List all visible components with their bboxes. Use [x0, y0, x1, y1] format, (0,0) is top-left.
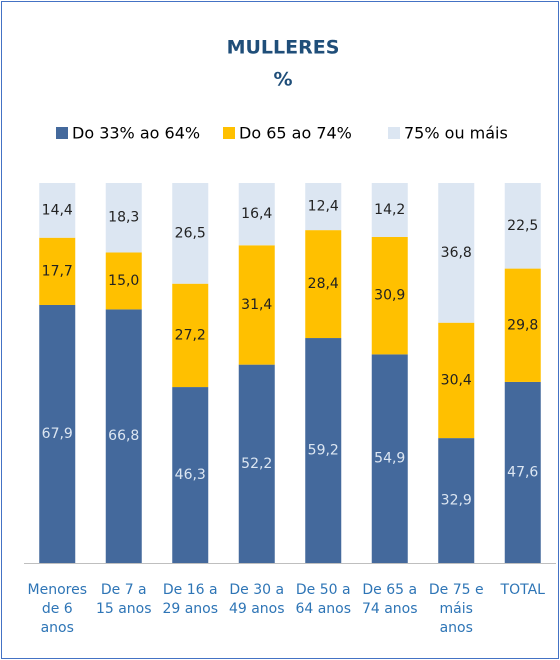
legend-label: Do 33% ao 64%: [72, 124, 200, 143]
chart-subtitle: %: [273, 69, 292, 91]
bar-segment: [238, 183, 275, 246]
legend-label: Do 65 ao 74%: [239, 124, 352, 143]
bar-segment: [438, 183, 475, 323]
x-tick-label: De 75 e máis anos: [428, 582, 484, 636]
data-label: 16,4: [241, 206, 272, 222]
x-tick-label: De 50 a 64 anos: [295, 582, 352, 617]
data-label: 30,9: [374, 288, 405, 304]
data-label: 66,8: [108, 428, 139, 444]
x-tick-label: De 30 a 49 anos: [228, 582, 285, 617]
data-label: 47,6: [507, 464, 538, 480]
chart-title: MULLERES: [227, 37, 340, 59]
bar-segment: [39, 237, 76, 305]
bar-segment: [305, 183, 342, 231]
data-label: 17,7: [42, 263, 73, 279]
bar-segment: [105, 252, 142, 310]
x-tick-label: Menores de 6 anos: [27, 582, 88, 636]
bar-segment: [504, 268, 541, 382]
x-tick-label: De 7 a 15 anos: [95, 582, 152, 617]
bar-segment: [172, 387, 209, 563]
data-label: 54,9: [374, 451, 405, 467]
data-label: 59,2: [308, 443, 339, 459]
data-label: 28,4: [308, 276, 339, 292]
legend-swatch: [223, 127, 235, 139]
legend-swatch: [56, 127, 68, 139]
bar-segment: [438, 438, 475, 563]
bar-segment: [105, 309, 142, 563]
bar-segment: [371, 183, 408, 237]
legend-label: 75% ou máis: [404, 124, 508, 143]
data-label: 46,3: [175, 467, 206, 483]
data-label: 36,8: [441, 245, 472, 261]
x-tick-label: TOTAL: [500, 582, 545, 598]
bar-segment: [438, 322, 475, 439]
bar-segment: [172, 283, 209, 388]
bar-segment: [371, 354, 408, 563]
data-label: 12,4: [308, 199, 339, 215]
bar-segment: [371, 236, 408, 355]
data-label: 14,2: [374, 202, 405, 218]
bar-segment: [39, 304, 76, 563]
data-label: 15,0: [108, 273, 139, 289]
data-label: 67,9: [42, 426, 73, 442]
data-label: 31,4: [241, 297, 272, 313]
x-tick-label: De 65 a 74 anos: [361, 582, 418, 617]
data-label: 22,5: [507, 218, 538, 234]
data-label: 32,9: [441, 493, 472, 509]
data-label: 18,3: [108, 210, 139, 226]
data-label: 14,4: [42, 202, 73, 218]
data-label: 52,2: [241, 456, 272, 472]
bar-segment: [504, 183, 541, 269]
data-label: 29,8: [507, 317, 538, 333]
bar-segment: [172, 183, 209, 284]
bar-segment: [305, 230, 342, 339]
data-label: 27,2: [175, 327, 206, 343]
bar-segment: [238, 364, 275, 563]
x-tick-label: De 16 a 29 anos: [162, 582, 219, 617]
bar-segment: [305, 338, 342, 563]
data-label: 30,4: [441, 372, 472, 388]
bar-segment: [504, 381, 541, 563]
bar-segment: [105, 183, 142, 253]
data-label: 26,5: [175, 225, 206, 241]
legend-swatch: [388, 127, 400, 139]
bar-segment: [238, 245, 275, 365]
bar-segment: [39, 183, 76, 238]
